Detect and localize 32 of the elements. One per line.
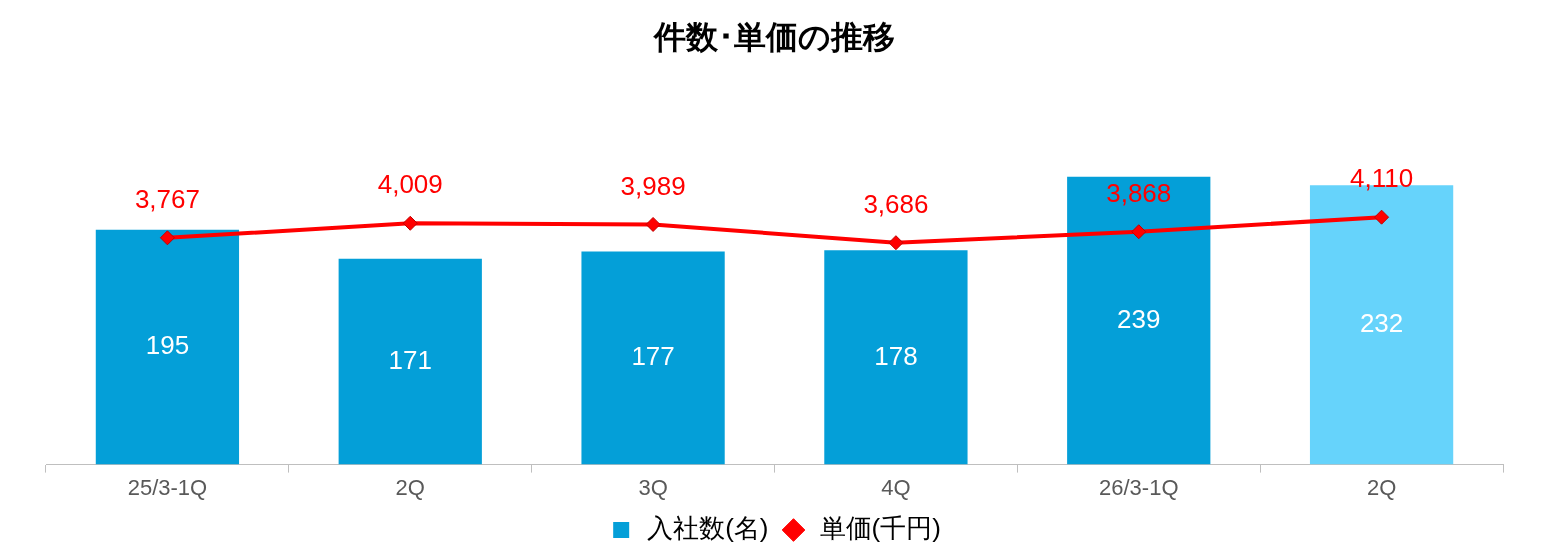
chart-title: 件数･単価の推移 bbox=[653, 19, 895, 56]
bar bbox=[581, 251, 725, 465]
x-tick-label: 26/3-1Q bbox=[1099, 474, 1179, 500]
data-label: 4,110 bbox=[1350, 163, 1414, 194]
point bbox=[1374, 209, 1390, 225]
bar bbox=[1067, 176, 1211, 465]
point bbox=[888, 235, 904, 251]
data-label: 3,868 bbox=[1106, 177, 1172, 208]
point bbox=[402, 215, 418, 231]
legend-label: 入社数(名) bbox=[647, 513, 769, 544]
bar bbox=[95, 229, 240, 465]
data-label: 239 bbox=[1117, 303, 1161, 334]
x-tick-label: 2Q bbox=[395, 474, 425, 500]
data-label: 3,686 bbox=[863, 188, 929, 219]
x-tick-label: 25/3-1Q bbox=[127, 474, 208, 500]
legend-label: 単価(千円) bbox=[819, 513, 941, 544]
x-tick-label: 3Q bbox=[638, 474, 668, 500]
data-label: 3,767 bbox=[134, 184, 200, 214]
data-label: 177 bbox=[631, 341, 675, 372]
data-label: 4,009 bbox=[377, 169, 443, 200]
data-label: 171 bbox=[388, 344, 432, 375]
point bbox=[645, 216, 661, 232]
x-tick-label: 2Q bbox=[1366, 474, 1397, 500]
bar bbox=[338, 258, 482, 465]
data-label: 178 bbox=[874, 340, 918, 371]
data-label: 195 bbox=[145, 330, 190, 361]
point bbox=[1131, 224, 1147, 240]
x-tick-label: 4Q bbox=[881, 474, 911, 500]
point bbox=[159, 230, 175, 246]
data-label: 3,989 bbox=[620, 170, 686, 201]
bar bbox=[824, 250, 968, 465]
data-label: 232 bbox=[1359, 308, 1404, 339]
